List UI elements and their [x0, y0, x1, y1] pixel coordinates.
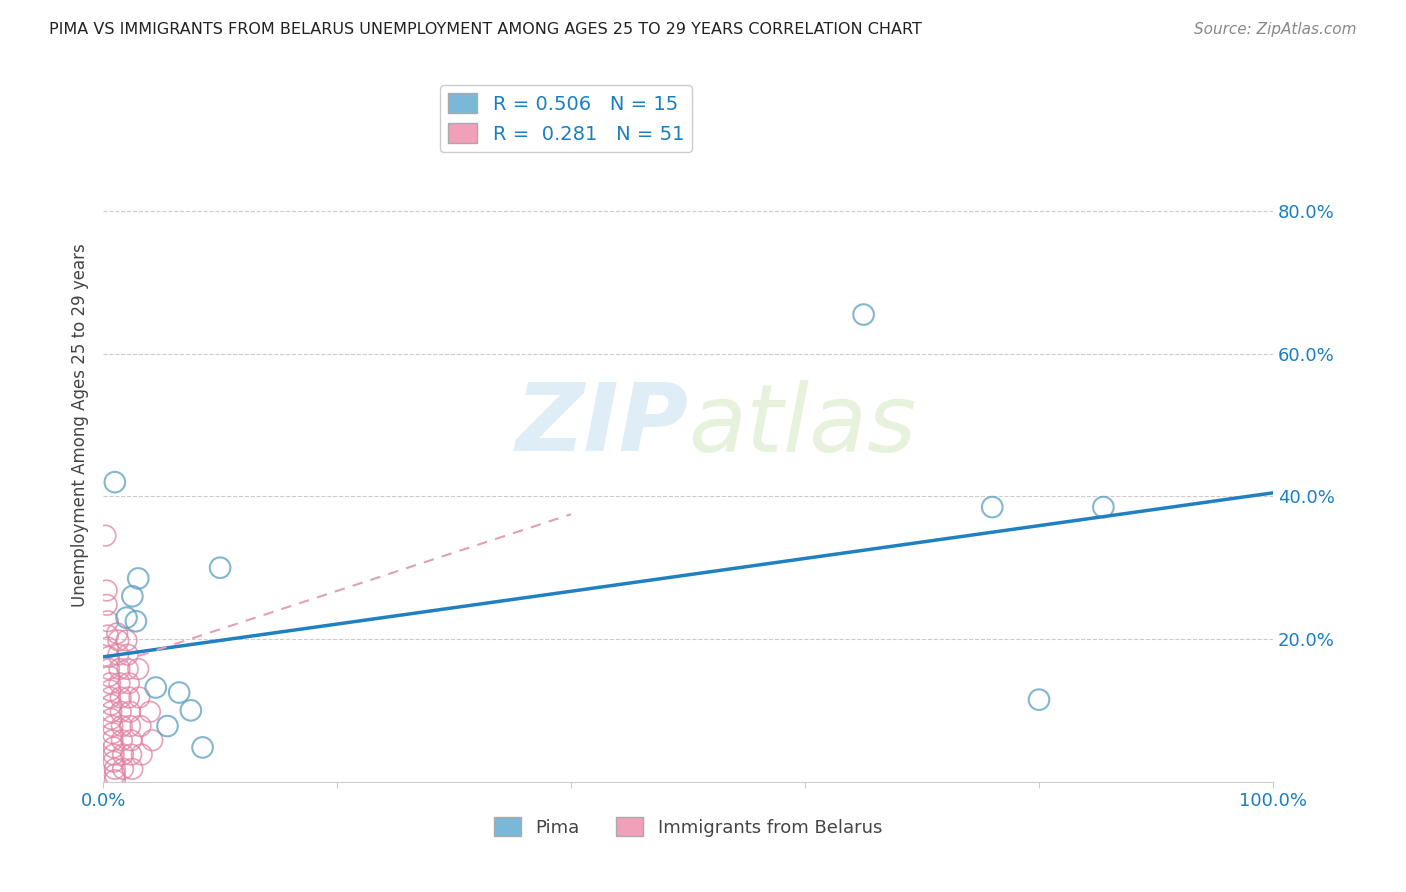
Point: [209, 560, 232, 574]
Point: [107, 648, 129, 662]
Point: [118, 676, 141, 690]
Point: [108, 676, 131, 690]
Point: [167, 685, 190, 699]
Point: [120, 747, 142, 762]
Point: [120, 733, 142, 747]
Point: [127, 571, 149, 585]
Point: [100, 705, 122, 719]
Point: [108, 662, 131, 676]
Point: [115, 633, 138, 648]
Point: [104, 762, 127, 776]
Point: [96, 583, 118, 598]
Point: [180, 703, 202, 717]
Point: [111, 719, 134, 733]
Text: PIMA VS IMMIGRANTS FROM BELARUS UNEMPLOYMENT AMONG AGES 25 TO 29 YEARS CORRELATI: PIMA VS IMMIGRANTS FROM BELARUS UNEMPLOY…: [49, 22, 922, 37]
Point: [111, 762, 134, 776]
Point: [1028, 692, 1050, 706]
Point: [104, 475, 127, 490]
Point: [98, 690, 121, 705]
Point: [128, 690, 150, 705]
Point: [103, 747, 125, 762]
Point: [981, 500, 1004, 515]
Point: [96, 598, 118, 612]
Point: [107, 633, 129, 648]
Point: [131, 747, 153, 762]
Point: [852, 308, 875, 322]
Point: [101, 733, 124, 747]
Point: [98, 676, 121, 690]
Point: [97, 628, 120, 642]
Point: [118, 719, 141, 733]
Point: [127, 662, 149, 676]
Point: [129, 719, 152, 733]
Point: [139, 705, 162, 719]
Point: [98, 669, 121, 683]
Point: [104, 767, 127, 781]
Point: [94, 528, 117, 542]
Point: [145, 681, 167, 695]
Point: [1092, 500, 1115, 515]
Point: [141, 733, 163, 747]
Point: [103, 755, 125, 769]
Point: [156, 719, 179, 733]
Point: [110, 690, 132, 705]
Point: [105, 626, 128, 640]
Point: [100, 712, 122, 726]
Point: [101, 726, 124, 740]
Text: ZIP: ZIP: [515, 379, 688, 471]
Point: [111, 733, 134, 747]
Text: atlas: atlas: [688, 380, 917, 471]
Point: [118, 690, 141, 705]
Y-axis label: Unemployment Among Ages 25 to 29 years: Unemployment Among Ages 25 to 29 years: [72, 244, 89, 607]
Point: [110, 705, 132, 719]
Point: [125, 614, 148, 628]
Point: [117, 648, 139, 662]
Point: [98, 683, 121, 698]
Point: [101, 719, 124, 733]
Point: [121, 589, 143, 603]
Point: [115, 610, 138, 624]
Legend: Pima, Immigrants from Belarus: Pima, Immigrants from Belarus: [486, 810, 889, 844]
Point: [97, 640, 120, 655]
Point: [98, 649, 121, 664]
Point: [103, 740, 125, 755]
Text: Source: ZipAtlas.com: Source: ZipAtlas.com: [1194, 22, 1357, 37]
Point: [97, 614, 120, 628]
Point: [118, 705, 141, 719]
Point: [98, 662, 121, 676]
Point: [121, 762, 143, 776]
Point: [104, 773, 127, 788]
Point: [111, 747, 134, 762]
Point: [100, 698, 122, 712]
Point: [117, 662, 139, 676]
Point: [191, 740, 214, 755]
